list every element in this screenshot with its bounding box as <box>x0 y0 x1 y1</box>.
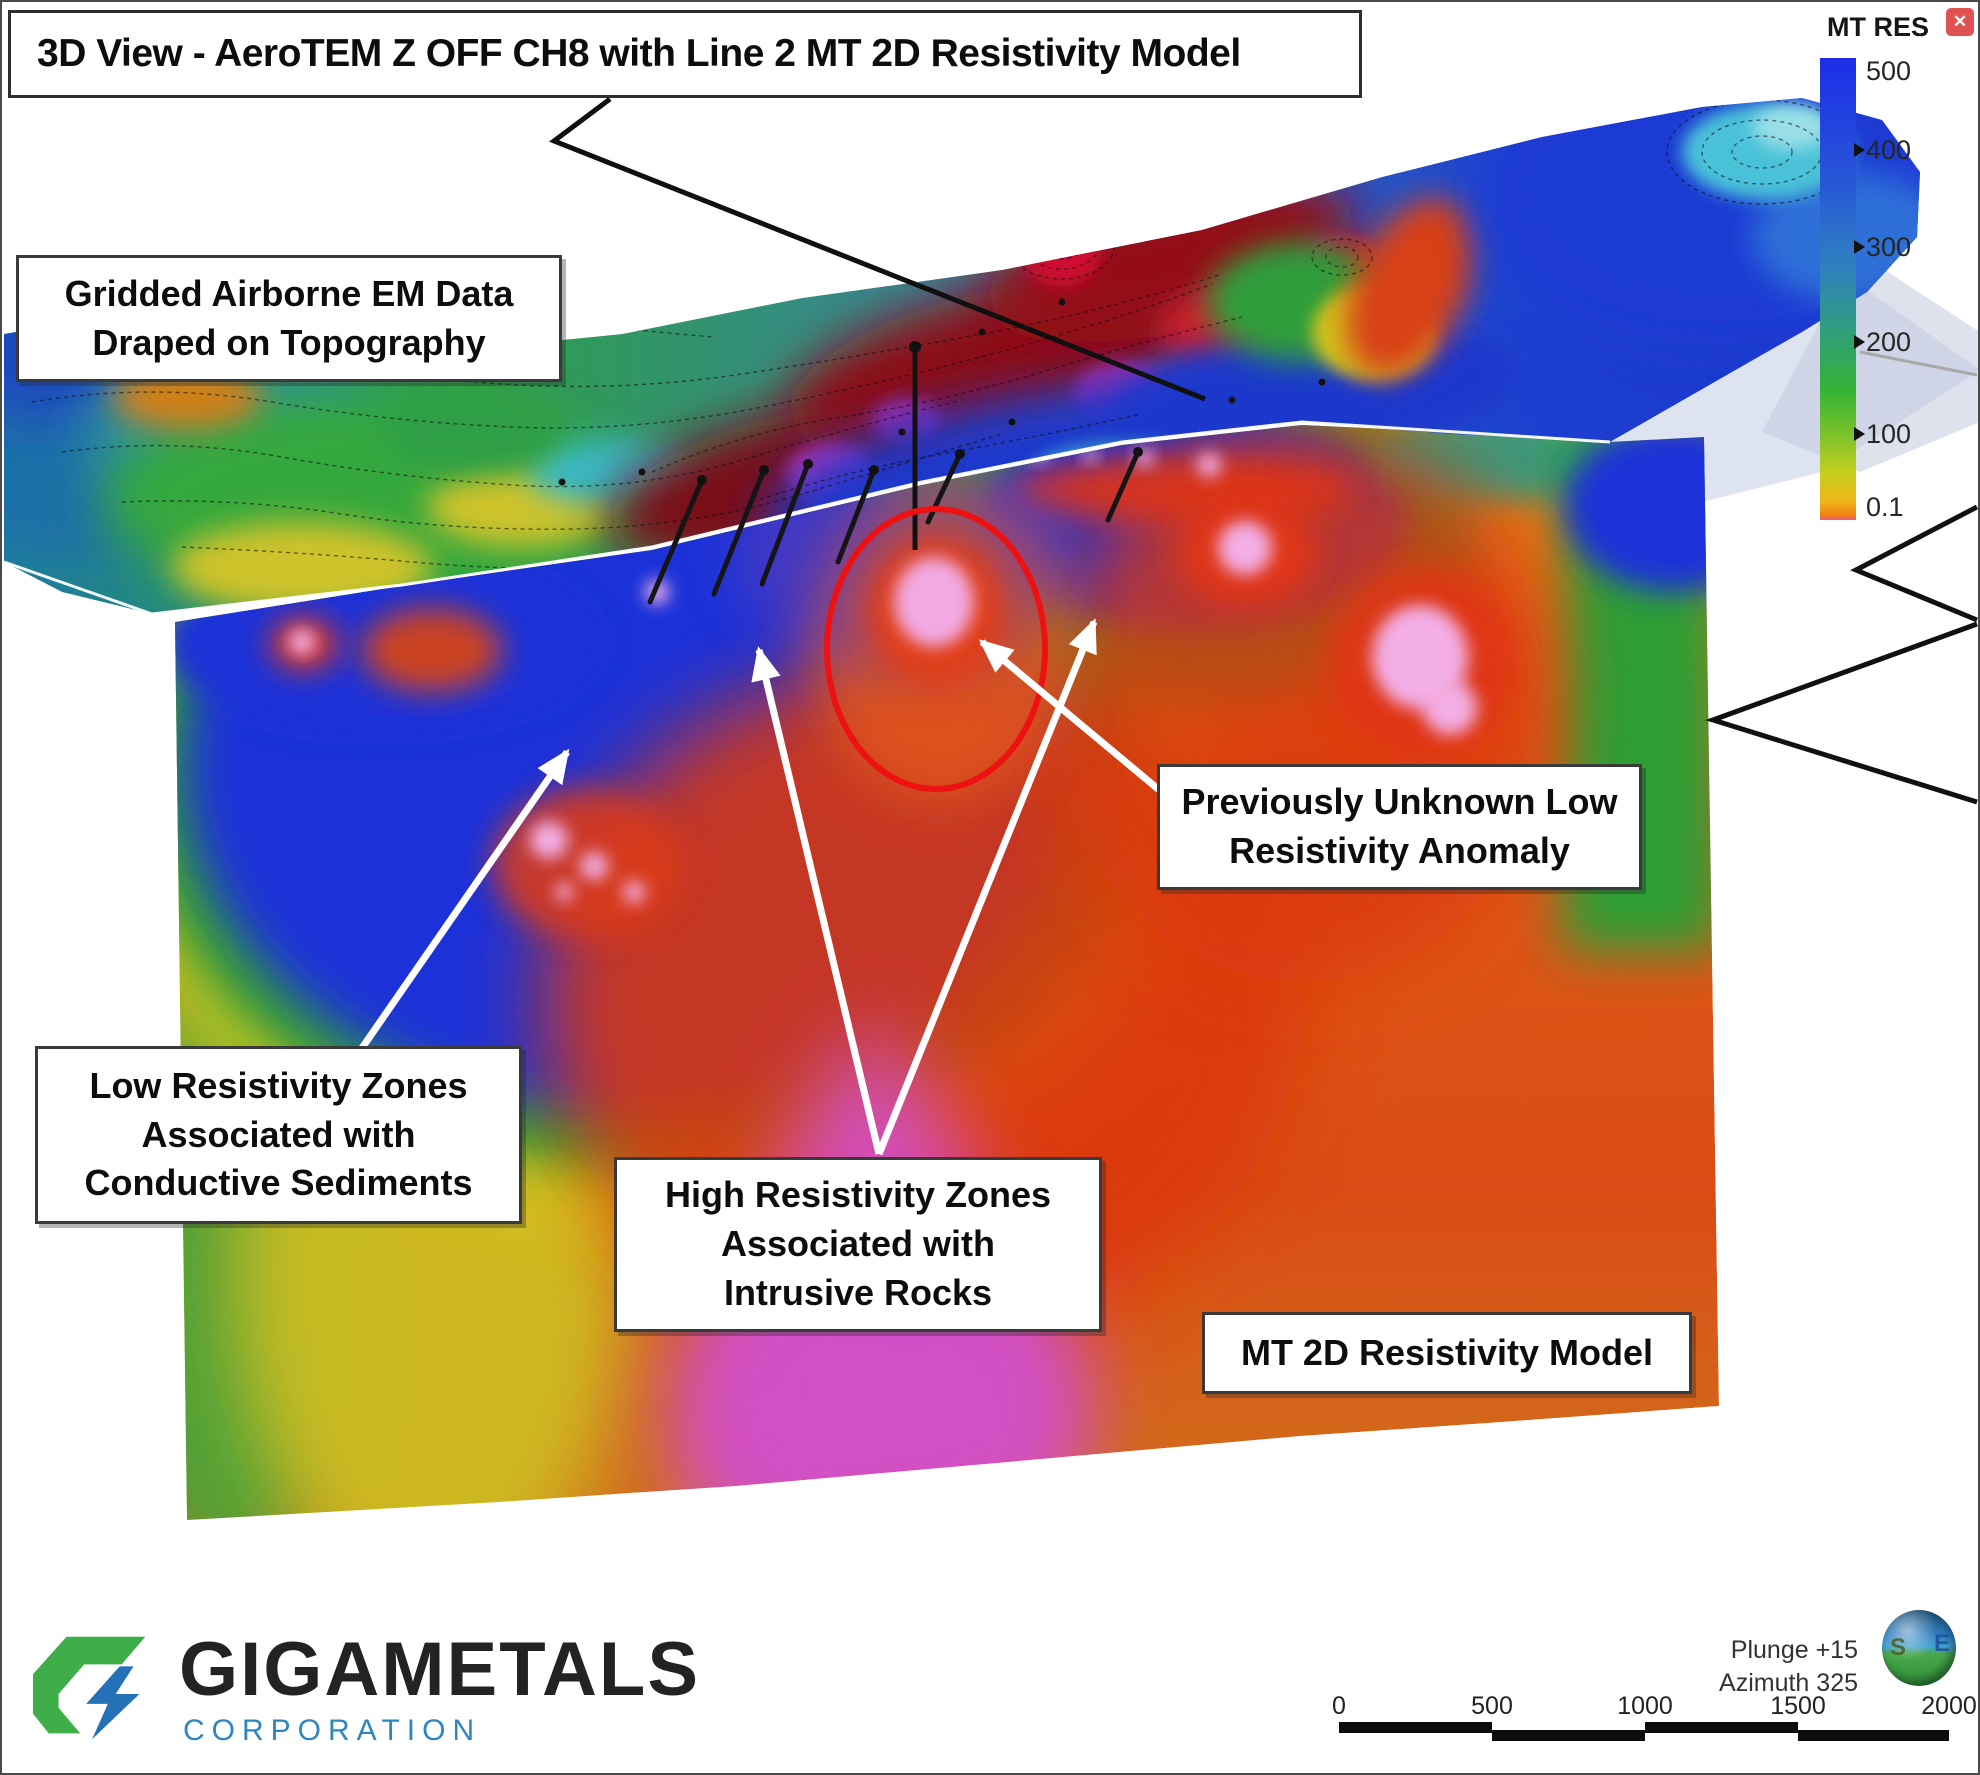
label-text: Low Resistivity Zones <box>89 1064 468 1106</box>
label-text: Associated with <box>141 1113 416 1155</box>
scale-label: 2000 <box>1921 1692 1977 1720</box>
colorbar-label: 500 <box>1866 56 1912 86</box>
scale-segment <box>1339 1722 1492 1733</box>
label-text: Conductive Sediments <box>84 1162 473 1204</box>
colorbar-tick <box>1854 335 1865 349</box>
colorbar-tick <box>1854 143 1865 157</box>
drillhole-collars <box>558 298 1326 486</box>
label-text: Intrusive Rocks <box>723 1271 993 1313</box>
anomaly-ellipse <box>824 506 1048 792</box>
label-text: Associated with <box>720 1223 996 1265</box>
label-text: High Resistivity Zones <box>664 1174 1052 1216</box>
view-orientation-info: Plunge +15 Azimuth 325 <box>1642 1634 1858 1699</box>
logo-subtitle: CORPORATION <box>183 1714 482 1747</box>
colorbar-tick <box>1854 427 1865 441</box>
high-res-arrow-1 <box>751 646 883 1155</box>
colorbar-label: 300 <box>1866 232 1912 262</box>
mt-resistivity-section <box>175 425 1719 1520</box>
scale-label: 0 <box>1332 1692 1346 1720</box>
label-text: Draped on Topography <box>92 321 486 363</box>
legend-title: MT RES <box>1826 12 1929 42</box>
scale-segment <box>1645 1722 1798 1733</box>
orb-south-label: S <box>1890 1634 1907 1661</box>
orb-east-label: E <box>1933 1630 1950 1657</box>
label-text: MT 2D Resistivity Model <box>1240 1331 1654 1373</box>
azimuth-value: Azimuth 325 <box>1719 1668 1858 1697</box>
label-text: Gridded Airborne EM Data <box>64 272 514 314</box>
close-button[interactable]: ✕ <box>1946 8 1974 36</box>
scale-label: 1500 <box>1770 1692 1826 1720</box>
wireframe-edges <box>548 97 1978 805</box>
scale-label: 500 <box>1471 1692 1513 1720</box>
label-gridded-em-data: Gridded Airborne EM Data Draped on Topog… <box>16 255 562 382</box>
scale-segment <box>1798 1730 1949 1741</box>
low-res-arrow <box>359 748 570 1050</box>
title-bar: 3D View - AeroTEM Z OFF CH8 with Line 2 … <box>8 10 1362 98</box>
colorbar-tick <box>1854 240 1865 254</box>
orientation-orb[interactable]: S E <box>1882 1610 1956 1686</box>
high-res-arrow-2 <box>875 618 1098 1156</box>
label-text: Previously Unknown Low <box>1181 781 1618 823</box>
page-title: 3D View - AeroTEM Z OFF CH8 with Line 2 … <box>37 32 1241 75</box>
plunge-value: Plunge +15 <box>1730 1636 1858 1664</box>
label-high-resistivity-zones: High Resistivity Zones Associated with I… <box>614 1157 1102 1332</box>
label-low-resistivity-zones: Low Resistivity Zones Associated with Co… <box>35 1046 522 1224</box>
colorbar-label: 100 <box>1866 419 1912 449</box>
label-mt-2d-model: MT 2D Resistivity Model <box>1202 1312 1692 1394</box>
scale-label: 1000 <box>1617 1692 1673 1720</box>
annotation-arrows <box>359 618 1167 1156</box>
colorbar-label: 0.1 <box>1866 492 1904 522</box>
collar-pole <box>909 341 921 550</box>
colorbar-label: 200 <box>1866 327 1912 357</box>
colorbar <box>1820 58 1856 520</box>
scale-bar: 0 500 1000 1500 2000 <box>1332 1692 1977 1742</box>
company-logo: GIGAMETALS CORPORATION <box>29 1632 700 1750</box>
gigametals-logo-icon <box>32 1636 146 1740</box>
logo-name: GIGAMETALS <box>179 1627 701 1712</box>
scale-segment <box>1492 1730 1645 1741</box>
close-icon: ✕ <box>1952 12 1968 31</box>
colorbar-label: 400 <box>1866 135 1912 165</box>
label-text: Resistivity Anomaly <box>1229 830 1570 871</box>
prev-unknown-arrow <box>978 639 1167 797</box>
label-previously-unknown-anomaly: Previously Unknown Low Resistivity Anoma… <box>1157 764 1642 890</box>
